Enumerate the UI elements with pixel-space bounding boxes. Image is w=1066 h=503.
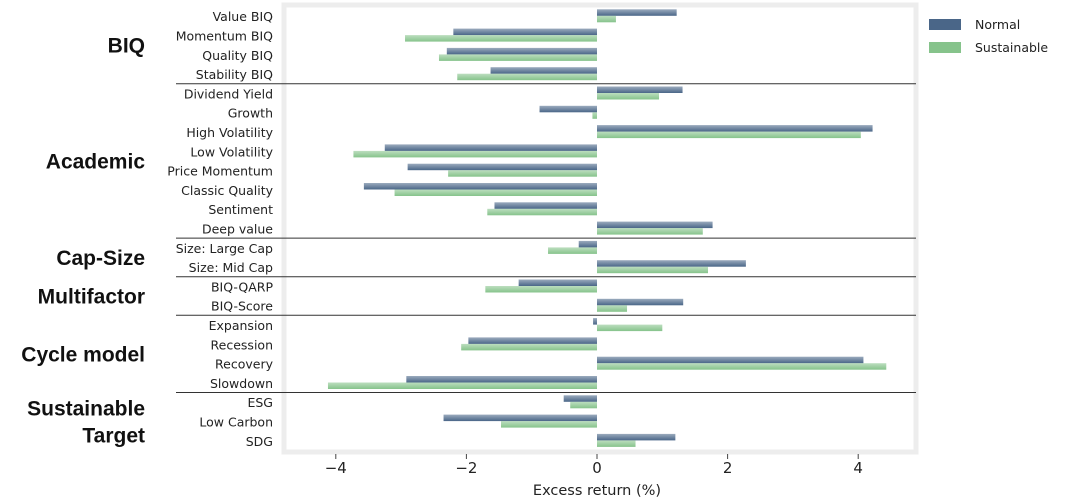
x-tick-label: −2 — [455, 459, 477, 477]
bar-normal-recovery — [597, 356, 864, 364]
bar-sustainable-momentum-biq — [405, 35, 597, 42]
bar-normal-esg — [563, 395, 597, 402]
bar-sustainable-size-mid-cap — [597, 266, 709, 274]
category-label: Stability BIQ — [196, 67, 273, 82]
category-label: BIQ-QARP — [211, 279, 273, 294]
legend-swatch-sustainable — [929, 42, 961, 53]
category-label: Sentiment — [208, 202, 273, 217]
group-label: Cycle model — [21, 343, 145, 366]
group-label: Cap-Size — [56, 247, 145, 270]
bar-normal-biq-qarp — [518, 279, 597, 286]
bar-normal-size-mid-cap — [597, 260, 746, 267]
category-label: High Volatility — [186, 125, 273, 140]
legend-swatch-normal — [929, 19, 961, 30]
category-label: Expansion — [209, 318, 273, 333]
category-label: Recovery — [215, 357, 274, 372]
category-label: Price Momentum — [167, 164, 273, 179]
category-label: Low Volatility — [190, 144, 273, 159]
group-separators — [176, 83, 916, 393]
bar-normal-size-large-cap — [578, 240, 597, 248]
bar-sustainable-biq-score — [597, 305, 628, 312]
bars-layer — [327, 9, 887, 447]
bar-normal-low-volatility — [384, 144, 597, 151]
category-label: Slowdown — [210, 376, 273, 391]
bar-sustainable-dividend-yield — [597, 93, 660, 100]
legend-label-normal: Normal — [975, 17, 1020, 32]
bar-normal-high-volatility — [597, 125, 873, 132]
bar-normal-quality-biq — [446, 47, 597, 55]
bar-sustainable-quality-biq — [438, 54, 597, 61]
bar-normal-biq-score — [597, 298, 684, 306]
category-label: Momentum BIQ — [176, 28, 273, 43]
category-label: Quality BIQ — [202, 48, 273, 63]
bar-normal-momentum-biq — [453, 28, 597, 36]
category-label: Growth — [228, 106, 273, 121]
category-label: Low Carbon — [199, 414, 273, 429]
bar-sustainable-stability-biq — [457, 73, 597, 81]
bar-sustainable-high-volatility — [597, 131, 861, 139]
bar-normal-low-carbon — [443, 414, 597, 422]
bar-normal-growth — [539, 105, 597, 113]
x-axis-ticks: −4 −2 0 2 4 — [325, 454, 863, 477]
group-label: Multifactor — [38, 286, 145, 309]
legend: Normal Sustainable — [929, 17, 1048, 55]
bar-normal-value-biq — [597, 9, 677, 16]
group-label: Academic — [46, 150, 146, 173]
bar-sustainable-classic-quality — [394, 189, 597, 196]
bar-normal-classic-quality — [363, 183, 597, 190]
bar-normal-sdg — [597, 433, 676, 441]
bar-sustainable-size-large-cap — [548, 247, 597, 254]
group-label: Sustainable — [27, 397, 145, 420]
bar-normal-dividend-yield — [597, 86, 683, 93]
x-tick-label: −4 — [325, 459, 347, 477]
legend-label-sustainable: Sustainable — [975, 40, 1048, 55]
category-label: Recession — [211, 337, 273, 352]
bar-normal-stability-biq — [490, 67, 597, 74]
x-axis-title: Excess return (%) — [533, 483, 661, 499]
category-label: Size: Mid Cap — [189, 260, 273, 275]
bar-normal-expansion — [593, 318, 597, 325]
bar-normal-price-momentum — [407, 163, 597, 171]
bar-normal-recession — [468, 337, 597, 344]
bar-sustainable-recession — [461, 343, 597, 351]
bar-sustainable-slowdown — [327, 382, 597, 389]
bar-normal-sentiment — [494, 202, 597, 209]
bar-sustainable-sdg — [597, 440, 636, 447]
bar-normal-slowdown — [406, 376, 597, 383]
group-label: BIQ — [108, 35, 145, 58]
bar-sustainable-deep-value — [597, 228, 703, 235]
category-label: Deep value — [202, 221, 273, 236]
bar-sustainable-price-momentum — [448, 170, 597, 177]
category-label: Value BIQ — [213, 9, 274, 24]
category-label: Classic Quality — [181, 183, 273, 198]
bar-sustainable-low-volatility — [353, 150, 597, 158]
category-label: SDG — [246, 434, 273, 449]
category-label: BIQ-Score — [211, 299, 273, 314]
bar-sustainable-expansion — [597, 324, 663, 332]
bar-sustainable-growth — [592, 112, 597, 119]
bar-sustainable-low-carbon — [501, 421, 597, 428]
category-labels: Value BIQ Momentum BIQ Quality BIQ Stabilit… — [167, 9, 273, 449]
bar-sustainable-recovery — [597, 363, 887, 370]
x-tick-label: 4 — [853, 459, 863, 477]
category-label: ESG — [247, 395, 273, 410]
x-tick-label: 0 — [592, 459, 602, 477]
bar-sustainable-esg — [570, 401, 597, 409]
category-label: Size: Large Cap — [176, 241, 273, 256]
group-labels: BIQ Academic Cap-Size Multifactor Cycle mode… — [21, 35, 145, 448]
category-label: Dividend Yield — [184, 86, 273, 101]
bar-normal-deep-value — [597, 221, 713, 229]
x-tick-label: 2 — [723, 459, 733, 477]
bar-sustainable-sentiment — [487, 208, 597, 216]
plot-frame — [281, 2, 919, 455]
bar-sustainable-value-biq — [597, 15, 616, 23]
bar-sustainable-biq-qarp — [485, 286, 597, 293]
group-label: Target — [82, 424, 145, 447]
